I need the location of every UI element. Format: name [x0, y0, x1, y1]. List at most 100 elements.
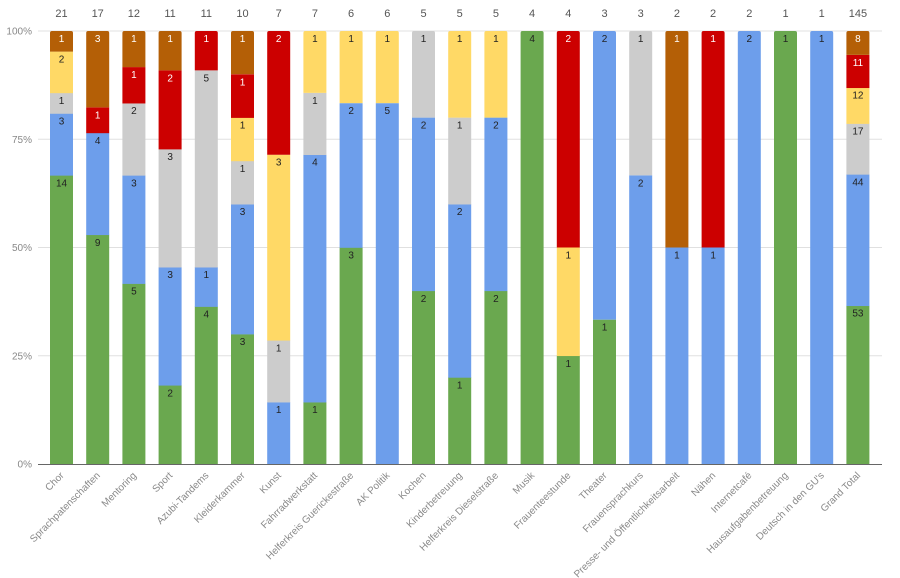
bar-group: 2 3 3 2 1	[158, 31, 182, 465]
data-label: 2	[602, 34, 608, 45]
data-label: 1	[312, 96, 318, 107]
bar-segment-red	[231, 74, 254, 118]
bar-segment-yellow	[231, 117, 254, 162]
bar-group: 1 1 3 2	[267, 31, 291, 465]
bar-segment-brown	[86, 31, 110, 108]
y-tick-label: 100%	[6, 27, 32, 38]
bar-segment-red	[194, 31, 218, 71]
bar-segment-yellow	[267, 154, 291, 341]
data-label: 3	[348, 251, 354, 262]
y-tick-label: 75%	[12, 135, 32, 146]
bar-group: 21	[629, 31, 653, 465]
data-label: 1	[204, 34, 210, 45]
data-label: 3	[240, 207, 246, 218]
data-label: 2	[638, 178, 644, 189]
total-label: 3	[601, 8, 607, 20]
x-tick-label: Chor	[44, 470, 68, 494]
data-label: 1	[674, 251, 680, 262]
x-tick-label: Sport	[151, 470, 176, 495]
data-label: 3	[131, 178, 137, 189]
data-label: 1	[457, 380, 463, 391]
bar-segment-green	[122, 283, 146, 465]
bar-segment-brown	[231, 31, 254, 75]
data-label: 2	[59, 55, 65, 66]
x-tick-label: AK Politik	[354, 470, 393, 509]
x-tick-label: Musik	[511, 470, 538, 497]
total-label: 21	[55, 8, 67, 20]
data-label: 11	[853, 58, 864, 69]
bar-segment-gray	[629, 31, 653, 176]
total-label: 4	[529, 8, 535, 20]
data-label: 14	[56, 178, 68, 189]
bar-group: 1 2 1 1	[448, 31, 472, 465]
data-label: 3	[167, 270, 173, 281]
bar-segment-green	[86, 234, 110, 465]
data-label: 1	[566, 251, 572, 262]
data-label: 2	[566, 34, 572, 45]
bar-group: 1	[774, 31, 797, 464]
data-label: 4	[204, 310, 210, 321]
data-label: 1	[276, 405, 282, 416]
bar-group: 2	[737, 31, 761, 464]
data-label: 4	[95, 136, 101, 147]
data-label: 4	[312, 158, 318, 169]
data-label: 1	[385, 34, 391, 45]
bar-segment-gray	[194, 70, 218, 268]
total-label: 10	[236, 8, 248, 20]
data-label: 5	[131, 287, 137, 298]
data-label: 2	[348, 106, 354, 117]
data-label: 1	[457, 121, 463, 132]
total-label: 6	[384, 8, 390, 20]
data-label: 3	[276, 158, 282, 169]
x-tick-label: Kochen	[397, 470, 429, 502]
total-label: 3	[638, 8, 644, 20]
bar-segment-green	[520, 31, 544, 464]
data-label: 2	[421, 121, 427, 132]
data-label: 4	[529, 34, 535, 45]
bar-segment-blue	[375, 103, 399, 465]
bar-segment-red	[158, 70, 182, 150]
data-label: 1	[167, 34, 173, 45]
data-label: 1	[566, 359, 572, 370]
bar-segment-red	[846, 54, 870, 89]
data-label: 1	[674, 34, 680, 45]
data-label: 3	[95, 34, 101, 45]
bar-segment-gray	[231, 160, 254, 205]
total-label: 7	[276, 8, 282, 20]
bar-segment-blue	[484, 117, 508, 292]
data-label: 1	[638, 34, 644, 45]
total-labels: 21 17 12 11 11 10 7 7 6 6 5 5 5 4 4 3 3 2 2 2 1 1 145	[55, 8, 867, 20]
total-label: 6	[348, 8, 354, 20]
y-tick-label: 0%	[18, 460, 33, 471]
bar-segment-green	[158, 385, 182, 465]
data-label: 1	[276, 343, 282, 354]
data-label: 1	[710, 34, 716, 45]
data-label: 1	[131, 70, 137, 81]
bar-segment-brown	[50, 31, 73, 52]
data-label: 5	[385, 106, 391, 117]
data-label: 2	[421, 294, 427, 305]
bar-group: 1 1 2	[556, 31, 580, 465]
bar-segment-brown	[665, 31, 689, 248]
bar-segment-green	[448, 377, 472, 465]
bar-segment-blue	[701, 247, 725, 465]
data-label: 1	[240, 77, 246, 88]
bar-segment-yellow	[50, 51, 73, 94]
total-label: 7	[312, 8, 318, 20]
data-label: 1	[131, 34, 137, 45]
bar-segment-gray	[50, 92, 73, 114]
data-label: 2	[167, 388, 173, 399]
data-label: 3	[240, 337, 246, 348]
total-label: 1	[782, 8, 788, 20]
data-label: 2	[747, 34, 753, 45]
bar-segment-green	[50, 175, 73, 465]
x-tick-label: Sprachpatenschaften	[28, 470, 103, 545]
data-label: 5	[204, 73, 210, 84]
data-label: 2	[276, 34, 282, 45]
data-label: 2	[131, 106, 137, 117]
data-label: 17	[852, 127, 864, 138]
y-tick-label: 25%	[12, 351, 32, 362]
data-label: 2	[493, 121, 499, 132]
bar-segment-blue	[158, 267, 182, 386]
